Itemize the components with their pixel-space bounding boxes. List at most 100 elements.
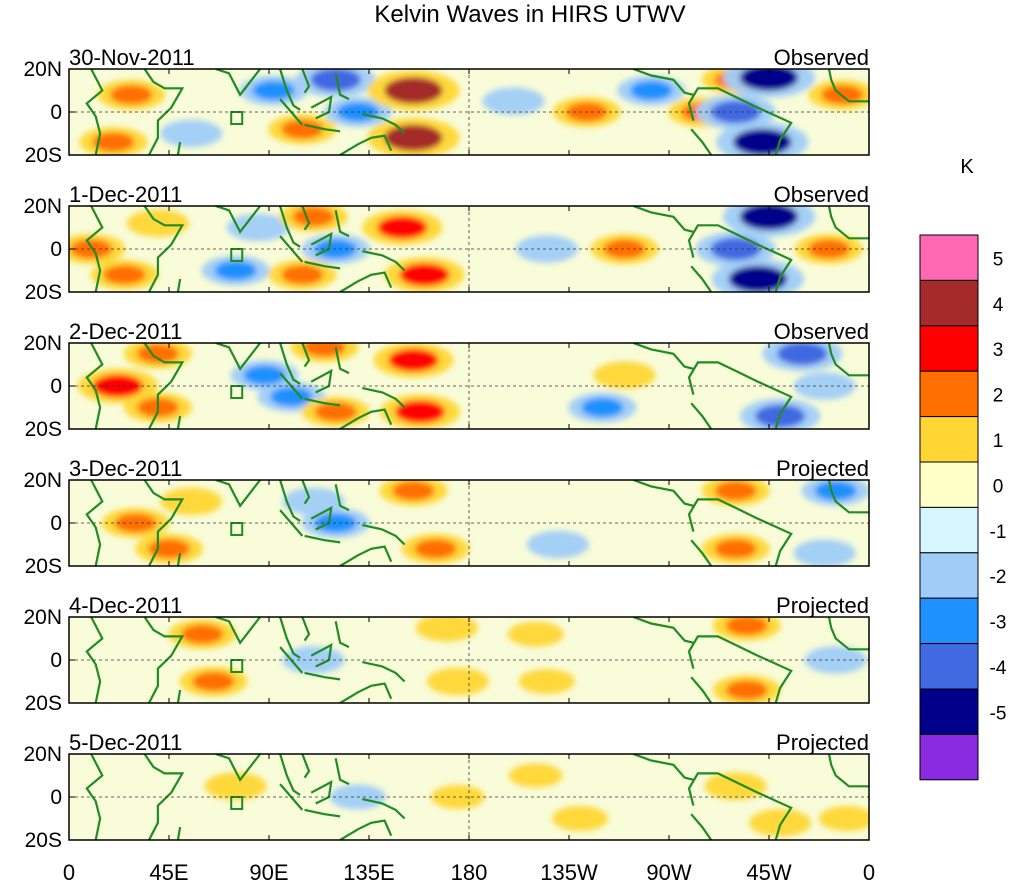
anomaly-core bbox=[303, 343, 346, 357]
coastline bbox=[143, 343, 185, 429]
x-tick-label: 0 bbox=[863, 860, 875, 885]
coastline bbox=[690, 402, 713, 429]
x-tick-label: 135E bbox=[343, 860, 394, 885]
anomaly-outer bbox=[126, 209, 189, 237]
coastline bbox=[176, 552, 182, 566]
anomaly-outer bbox=[749, 809, 812, 837]
coastline bbox=[304, 808, 341, 818]
coastline bbox=[334, 73, 350, 101]
map-panel-3: 20N 0 20S 2-Dec-2011 Observed bbox=[23, 319, 870, 441]
coastline bbox=[362, 524, 406, 546]
coastline bbox=[279, 617, 301, 659]
coastline bbox=[279, 206, 301, 248]
y-tick-label: 0 bbox=[50, 238, 62, 261]
anomaly-peak bbox=[404, 404, 436, 420]
coastline bbox=[827, 343, 869, 377]
anomaly-core bbox=[181, 624, 224, 644]
region-box bbox=[230, 385, 244, 399]
colorbar-tick-label: 0 bbox=[993, 476, 1004, 497]
colorbar-swatch bbox=[919, 506, 979, 554]
anomaly-outer bbox=[226, 213, 289, 242]
colorbar-swatch bbox=[919, 643, 979, 690]
y-tick-label: 0 bbox=[50, 649, 62, 672]
coastline bbox=[301, 343, 311, 368]
anomaly-core bbox=[414, 539, 457, 559]
region-box bbox=[230, 796, 244, 810]
colorbar-swatch bbox=[919, 325, 979, 372]
coastline bbox=[362, 387, 406, 409]
anomaly-core bbox=[314, 402, 357, 422]
coastline bbox=[687, 635, 793, 703]
coastline bbox=[339, 545, 393, 566]
anomaly-outer bbox=[508, 763, 563, 788]
y-tick-label: 20N bbox=[23, 469, 62, 492]
colorbar-tick-label: 3 bbox=[993, 340, 1004, 361]
colorbar: K 5 4 3 2 1 0 -1 -2 -3 -4 -5 bbox=[919, 156, 1007, 781]
panel-status: Observed bbox=[774, 319, 869, 344]
map-panel-5: 20N 0 20S 4-Dec-2011 Projected bbox=[23, 593, 870, 715]
anomaly-core bbox=[392, 481, 435, 501]
anomaly-core bbox=[214, 260, 257, 281]
coastline bbox=[687, 498, 793, 566]
y-tick-label: 0 bbox=[50, 375, 62, 398]
x-tick-label: 135W bbox=[540, 860, 598, 885]
anomaly-peak bbox=[409, 267, 441, 283]
coastline bbox=[334, 621, 350, 649]
anomaly-core bbox=[192, 671, 235, 692]
anomaly-outer bbox=[518, 669, 575, 694]
panel-status: Projected bbox=[776, 456, 869, 481]
coastline bbox=[310, 505, 333, 531]
coastline bbox=[362, 798, 406, 820]
coastline bbox=[85, 754, 104, 840]
coastline bbox=[362, 661, 406, 683]
coastline bbox=[362, 250, 406, 272]
map-panel-2: 20N 0 20S 1-Dec-2011 Observed bbox=[23, 182, 870, 304]
coastline bbox=[215, 206, 261, 234]
panel-status: Observed bbox=[774, 182, 869, 207]
panel-date: 2-Dec-2011 bbox=[69, 319, 182, 344]
map-panel-4: 20N 0 20S 3-Dec-2011 Projected bbox=[23, 456, 870, 578]
anomaly-core bbox=[281, 119, 324, 139]
anomaly-core bbox=[270, 387, 313, 407]
anomaly-core bbox=[725, 680, 768, 700]
anomaly-peak bbox=[386, 219, 418, 236]
anomaly-peak bbox=[751, 207, 787, 226]
coastline bbox=[339, 408, 393, 429]
anomaly-outer bbox=[204, 772, 267, 800]
coastline bbox=[215, 69, 261, 97]
coastline bbox=[85, 617, 104, 703]
coastline bbox=[334, 484, 350, 512]
anomaly-outer bbox=[426, 667, 489, 696]
coastline bbox=[310, 780, 333, 805]
coastline bbox=[690, 813, 713, 840]
coastline bbox=[176, 826, 182, 840]
coastline bbox=[304, 397, 341, 407]
coastline bbox=[279, 69, 301, 111]
anomaly-peak bbox=[751, 69, 787, 87]
coastline bbox=[687, 772, 793, 840]
y-tick-label: 20S bbox=[25, 281, 62, 304]
coastline bbox=[690, 676, 713, 703]
anomaly-outer bbox=[793, 372, 856, 400]
region-box bbox=[230, 522, 244, 536]
anomaly-outer bbox=[804, 646, 867, 674]
coastline bbox=[310, 368, 333, 394]
coastline bbox=[176, 415, 182, 429]
anomaly-peak bbox=[320, 72, 352, 88]
coastline bbox=[633, 206, 694, 233]
colorbar-tick-label: 2 bbox=[993, 386, 1004, 407]
y-tick-label: 20N bbox=[23, 195, 62, 218]
colorbar-swatch bbox=[919, 733, 979, 781]
coastline bbox=[334, 347, 350, 375]
coastline bbox=[687, 87, 793, 155]
coastline bbox=[827, 754, 869, 788]
panel-status: Projected bbox=[776, 730, 869, 755]
colorbar-tick-label: 4 bbox=[993, 295, 1004, 316]
colorbar-swatch bbox=[919, 370, 979, 418]
colorbar-tick-label: -2 bbox=[990, 567, 1007, 588]
colorbar-swatch bbox=[919, 279, 979, 327]
panel-status: Observed bbox=[774, 45, 869, 70]
coastline bbox=[633, 480, 694, 507]
colorbar-tick-label: -4 bbox=[990, 658, 1007, 679]
